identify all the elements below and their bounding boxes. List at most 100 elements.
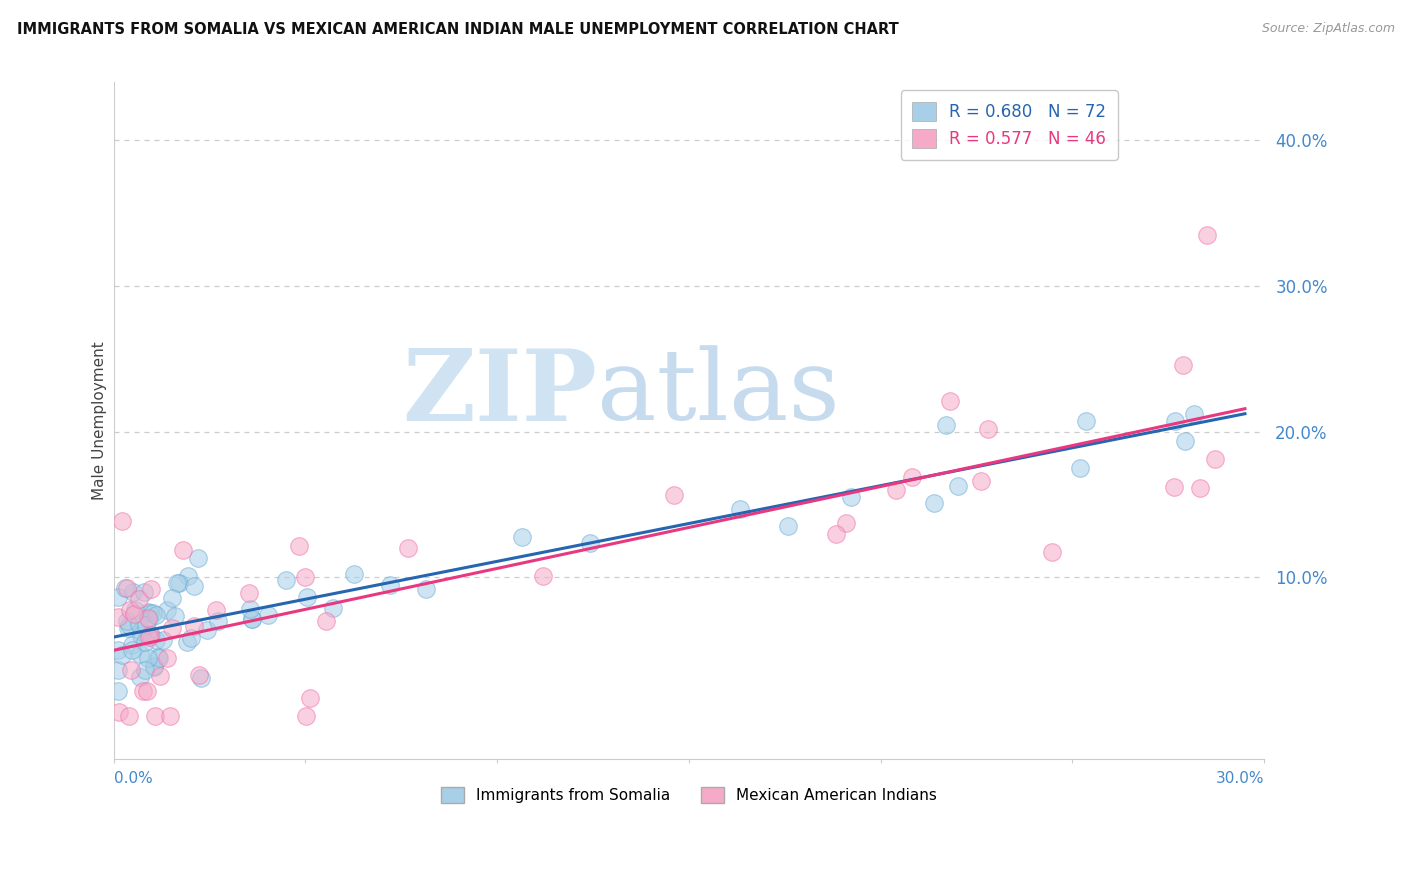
- Point: [188, 667, 211, 681]
- Point: [129, 648, 152, 662]
- Text: IMMIGRANTS FROM SOMALIA VS MEXICAN AMERICAN INDIAN MALE UNEMPLOYMENT CORRELATION: IMMIGRANTS FROM SOMALIA VS MEXICAN AMERI…: [17, 22, 898, 37]
- Text: atlas: atlas: [598, 345, 839, 442]
- Point: [396, 541, 419, 555]
- Point: [120, 663, 142, 677]
- Text: ZIP: ZIP: [402, 345, 598, 442]
- Point: [172, 543, 194, 558]
- Point: [135, 629, 157, 643]
- Point: [207, 614, 229, 628]
- Point: [276, 573, 298, 587]
- Point: [187, 550, 209, 565]
- Point: [664, 488, 686, 502]
- Point: [111, 514, 134, 528]
- Point: [134, 663, 156, 677]
- Point: [948, 479, 970, 493]
- Point: [1195, 227, 1218, 242]
- Point: [107, 642, 129, 657]
- Point: [176, 635, 198, 649]
- Point: [160, 591, 183, 605]
- Point: [136, 611, 159, 625]
- Point: [1164, 414, 1187, 428]
- Point: [166, 575, 188, 590]
- Point: [134, 585, 156, 599]
- Point: [256, 608, 278, 623]
- Point: [1171, 358, 1194, 372]
- Point: [938, 393, 960, 408]
- Point: [122, 607, 145, 621]
- Point: [138, 651, 160, 665]
- Point: [288, 539, 311, 553]
- Point: [129, 628, 152, 642]
- Point: [129, 624, 152, 639]
- Point: [167, 576, 190, 591]
- Point: [195, 623, 218, 637]
- Point: [118, 617, 141, 632]
- Point: [136, 683, 159, 698]
- Point: [111, 648, 134, 663]
- Point: [118, 708, 141, 723]
- Point: [190, 671, 212, 685]
- Point: [183, 579, 205, 593]
- Point: [298, 690, 321, 705]
- Point: [380, 578, 402, 592]
- Point: [128, 591, 150, 606]
- Point: [240, 611, 263, 625]
- Point: [138, 612, 160, 626]
- Point: [136, 605, 159, 619]
- Point: [183, 619, 205, 633]
- Point: [1040, 545, 1063, 559]
- Point: [343, 567, 366, 582]
- Point: [139, 628, 162, 642]
- Point: [886, 483, 908, 497]
- Point: [531, 569, 554, 583]
- Point: [1174, 434, 1197, 448]
- Point: [141, 606, 163, 620]
- Point: [142, 660, 165, 674]
- Point: [139, 628, 162, 642]
- Point: [107, 663, 129, 677]
- Point: [240, 612, 263, 626]
- Point: [935, 418, 957, 433]
- Point: [415, 582, 437, 596]
- Point: [294, 570, 316, 584]
- Point: [107, 610, 129, 624]
- Point: [156, 650, 179, 665]
- Text: 30.0%: 30.0%: [1216, 771, 1264, 786]
- Point: [152, 633, 174, 648]
- Point: [239, 601, 262, 615]
- Point: [117, 620, 139, 634]
- Point: [139, 607, 162, 621]
- Point: [143, 708, 166, 723]
- Point: [578, 535, 600, 549]
- Point: [1076, 414, 1098, 428]
- Point: [124, 603, 146, 617]
- Point: [107, 684, 129, 698]
- Point: [115, 582, 138, 596]
- Point: [149, 668, 172, 682]
- Point: [1204, 451, 1226, 466]
- Point: [977, 422, 1000, 436]
- Y-axis label: Male Unemployment: Male Unemployment: [93, 342, 107, 500]
- Point: [132, 683, 155, 698]
- Point: [128, 617, 150, 632]
- Point: [121, 643, 143, 657]
- Point: [825, 526, 848, 541]
- Point: [835, 516, 858, 530]
- Point: [970, 474, 993, 488]
- Point: [295, 708, 318, 723]
- Point: [322, 601, 344, 615]
- Point: [134, 635, 156, 649]
- Point: [121, 638, 143, 652]
- Point: [180, 631, 202, 645]
- Point: [155, 603, 177, 617]
- Point: [135, 618, 157, 632]
- Point: [839, 491, 862, 505]
- Point: [138, 630, 160, 644]
- Point: [145, 608, 167, 623]
- Point: [728, 501, 751, 516]
- Point: [120, 603, 142, 617]
- Text: Source: ZipAtlas.com: Source: ZipAtlas.com: [1261, 22, 1395, 36]
- Point: [205, 603, 228, 617]
- Point: [139, 582, 162, 596]
- Point: [1182, 407, 1205, 421]
